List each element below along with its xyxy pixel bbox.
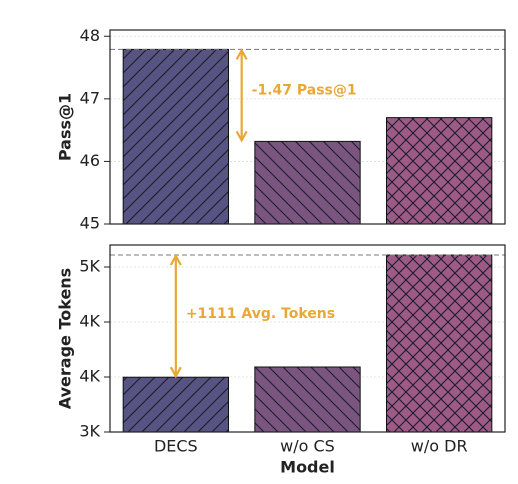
bar bbox=[386, 117, 493, 225]
y-tick-label: 4K bbox=[79, 312, 100, 331]
annotation: +1111 Avg. Tokens bbox=[186, 306, 335, 322]
bar bbox=[254, 366, 361, 433]
arrow-head bbox=[169, 253, 182, 266]
x-tick-label: DECS bbox=[154, 437, 198, 456]
y-axis-label: Pass@1 bbox=[56, 93, 75, 161]
arrow-head bbox=[169, 366, 182, 379]
x-axis-label: Model bbox=[280, 458, 335, 477]
x-tick-label: w/o CS bbox=[280, 437, 335, 456]
axes-frame bbox=[109, 244, 506, 433]
bar bbox=[254, 140, 361, 225]
y-tick-label: 47 bbox=[80, 88, 100, 107]
bar bbox=[122, 376, 229, 433]
annotation: -1.47 Pass@1 bbox=[252, 82, 357, 98]
bar bbox=[386, 254, 493, 433]
y-tick-label: 45 bbox=[80, 214, 100, 233]
y-tick-label: 4K bbox=[79, 367, 100, 386]
y-tick-label: 3K bbox=[79, 422, 100, 441]
bar bbox=[122, 48, 229, 225]
y-tick-label: 48 bbox=[80, 26, 100, 45]
y-tick-label: 5K bbox=[79, 257, 100, 276]
arrow-head bbox=[235, 130, 248, 143]
y-tick-label: 46 bbox=[80, 151, 100, 170]
axes-frame bbox=[109, 29, 506, 225]
x-tick-label: w/o DR bbox=[411, 437, 468, 456]
y-axis-label: Average Tokens bbox=[56, 268, 75, 409]
arrow-head bbox=[235, 48, 248, 60]
